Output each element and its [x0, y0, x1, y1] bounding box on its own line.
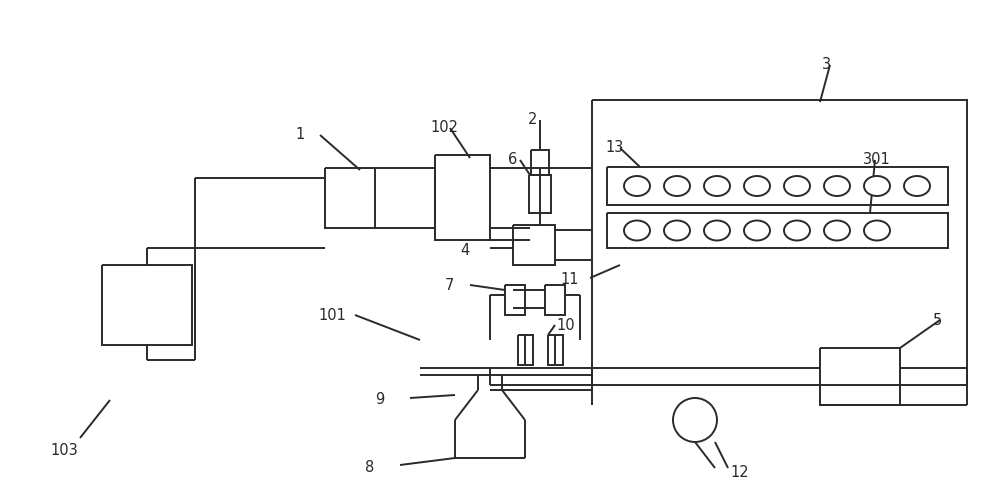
Text: 101: 101 [318, 308, 346, 323]
Ellipse shape [664, 220, 690, 240]
Text: 7: 7 [445, 278, 454, 293]
Ellipse shape [624, 220, 650, 240]
Text: 102: 102 [430, 120, 458, 135]
Ellipse shape [704, 176, 730, 196]
Text: 4: 4 [460, 243, 469, 258]
Ellipse shape [624, 176, 650, 196]
Text: 3: 3 [822, 57, 831, 72]
Ellipse shape [824, 220, 850, 240]
Ellipse shape [864, 176, 890, 196]
Ellipse shape [864, 220, 890, 240]
Text: 10: 10 [556, 318, 575, 333]
Text: 13: 13 [605, 140, 623, 155]
Ellipse shape [784, 220, 810, 240]
Ellipse shape [824, 176, 850, 196]
Circle shape [673, 398, 717, 442]
Text: 2: 2 [528, 112, 537, 127]
Ellipse shape [904, 176, 930, 196]
Text: 9: 9 [375, 392, 384, 407]
Ellipse shape [744, 176, 770, 196]
Text: 5: 5 [933, 313, 942, 328]
Text: 103: 103 [50, 443, 78, 458]
Text: 301: 301 [863, 152, 891, 167]
Ellipse shape [744, 220, 770, 240]
Ellipse shape [664, 176, 690, 196]
Text: 1: 1 [295, 127, 304, 142]
Text: 8: 8 [365, 460, 374, 475]
Ellipse shape [704, 220, 730, 240]
Ellipse shape [784, 176, 810, 196]
Text: 6: 6 [508, 152, 517, 167]
Text: 12: 12 [730, 465, 749, 480]
Text: 11: 11 [560, 272, 578, 287]
